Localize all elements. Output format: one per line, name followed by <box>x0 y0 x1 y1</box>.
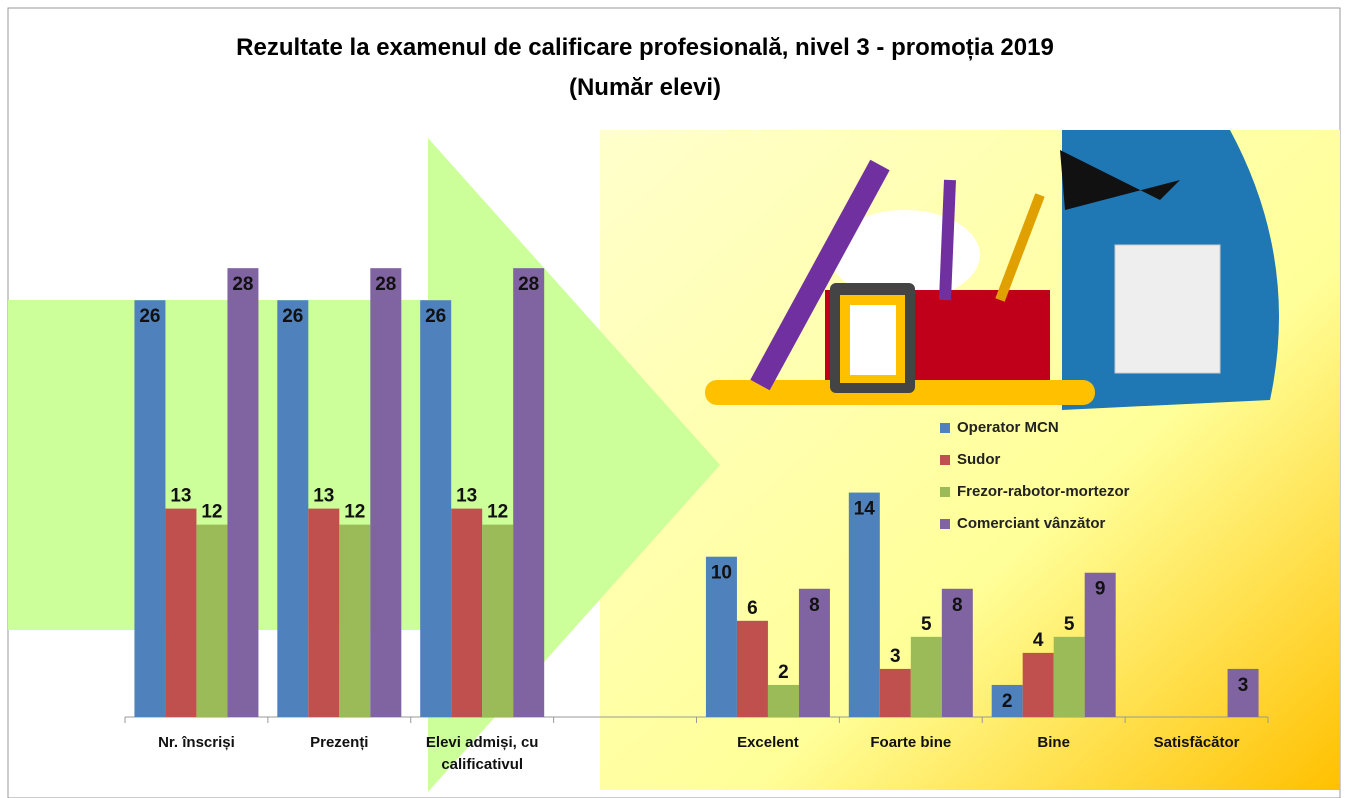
value-label: 2 <box>1002 691 1013 712</box>
bar <box>339 524 371 717</box>
value-label: 28 <box>518 274 539 295</box>
bar <box>277 300 309 717</box>
value-label: 8 <box>809 595 820 616</box>
legend-label: Operator MCN <box>957 419 1059 436</box>
bar <box>991 684 1023 717</box>
bar <box>196 524 228 717</box>
x-tick-label: Satisfăcător <box>1153 734 1240 751</box>
bar <box>1227 668 1259 717</box>
illustration <box>705 130 1279 410</box>
value-label: 12 <box>487 502 508 523</box>
bar <box>736 620 768 717</box>
bar <box>848 492 880 717</box>
value-label: 28 <box>232 274 253 295</box>
value-label: 14 <box>854 499 876 520</box>
value-label: 28 <box>375 274 396 295</box>
bar <box>165 508 197 717</box>
bar <box>451 508 483 717</box>
value-label: 5 <box>1064 614 1075 635</box>
value-label: 13 <box>170 486 191 507</box>
value-label: 26 <box>425 306 446 327</box>
legend-swatch <box>940 423 950 433</box>
legend-swatch <box>940 455 950 465</box>
bar <box>910 636 942 717</box>
chart-subtitle: (Număr elevi) <box>569 74 721 101</box>
bar <box>308 508 340 717</box>
bar <box>482 524 514 717</box>
bar <box>370 268 402 717</box>
value-label: 5 <box>921 614 932 635</box>
legend-label: Comerciant vânzător <box>957 515 1106 532</box>
x-tick-label: Prezenți <box>310 734 369 751</box>
value-label: 26 <box>139 306 160 327</box>
bar <box>227 268 259 717</box>
value-label: 9 <box>1095 579 1106 600</box>
x-tick-label: Excelent <box>737 734 799 751</box>
bar <box>941 588 973 717</box>
value-label: 13 <box>456 486 477 507</box>
legend-swatch <box>940 519 950 529</box>
legend-swatch <box>940 487 950 497</box>
value-label: 2 <box>778 662 789 683</box>
value-label: 26 <box>282 306 303 327</box>
bar <box>1084 572 1116 717</box>
value-label: 10 <box>711 563 732 584</box>
bar <box>134 300 166 717</box>
value-label: 13 <box>313 486 334 507</box>
value-label: 12 <box>344 502 365 523</box>
value-label: 4 <box>1033 630 1044 651</box>
bar <box>513 268 545 717</box>
value-label: 12 <box>201 502 222 523</box>
value-label: 8 <box>952 595 963 616</box>
value-label: 3 <box>1238 675 1249 696</box>
x-tick-label: Elevi admiși, cu calificativul <box>425 734 539 773</box>
value-label: 3 <box>890 646 901 667</box>
bar <box>705 556 737 717</box>
chart-title: Rezultate la examenul de calificare prof… <box>236 34 1054 61</box>
value-label: 6 <box>747 598 758 619</box>
bar <box>767 684 799 717</box>
bar <box>879 668 911 717</box>
bar <box>1053 636 1085 717</box>
bar <box>1022 652 1054 717</box>
bar <box>420 300 452 717</box>
legend-label: Frezor-rabotor-mortezor <box>957 483 1130 500</box>
x-tick-label: Bine <box>1037 734 1070 751</box>
bar <box>798 588 830 717</box>
legend-label: Sudor <box>957 451 1000 468</box>
x-tick-label: Nr. înscriși <box>158 734 235 751</box>
x-tick-label: Foarte bine <box>870 734 952 751</box>
